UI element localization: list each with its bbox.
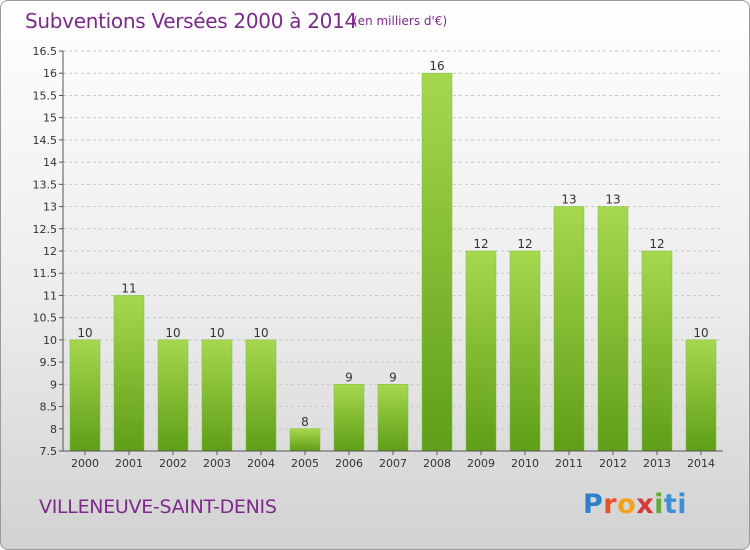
data-label: 10 xyxy=(77,326,92,340)
data-label: 8 xyxy=(301,415,309,429)
bar-2001 xyxy=(113,295,145,452)
data-label: 13 xyxy=(561,193,576,207)
x-tick-label: 2011 xyxy=(555,457,583,470)
x-tick-label: 2014 xyxy=(687,457,715,470)
y-tick-label: 12 xyxy=(43,245,57,258)
logo-letter: t xyxy=(663,489,678,520)
x-tick-label: 2002 xyxy=(159,457,187,470)
bar-2011 xyxy=(553,206,585,452)
bar-2014 xyxy=(685,339,717,452)
bar-2007 xyxy=(377,384,409,452)
y-tick-label: 11.5 xyxy=(33,267,58,280)
y-tick-label: 14 xyxy=(43,156,57,169)
commune-name: VILLENEUVE-SAINT-DENIS xyxy=(39,496,277,518)
y-tick-label: 10 xyxy=(43,334,57,347)
y-tick-label: 13 xyxy=(43,201,57,214)
bar-2006 xyxy=(333,384,365,452)
y-tick-label: 16.5 xyxy=(33,45,58,58)
data-label: 12 xyxy=(517,237,532,251)
data-label: 9 xyxy=(389,370,397,384)
chart-subtitle: (en milliers d'€) xyxy=(353,14,448,28)
logo-letter: o xyxy=(617,489,637,520)
x-tick-label: 2000 xyxy=(71,457,99,470)
data-label: 10 xyxy=(165,326,180,340)
x-tick-label: 2001 xyxy=(115,457,143,470)
logo-letter: i xyxy=(654,489,664,520)
x-tick-label: 2012 xyxy=(599,457,627,470)
bars xyxy=(69,72,717,452)
data-label: 10 xyxy=(693,326,708,340)
x-tick-label: 2013 xyxy=(643,457,671,470)
y-tick-label: 14.5 xyxy=(33,134,58,147)
bar-2013 xyxy=(641,250,673,452)
bar-2005 xyxy=(289,428,321,452)
x-tick-label: 2007 xyxy=(379,457,407,470)
bar-2002 xyxy=(157,339,189,452)
bar-2000 xyxy=(69,339,101,452)
y-tick-label: 15.5 xyxy=(33,89,58,102)
logo-letter: r xyxy=(603,489,618,520)
y-tick-label: 10.5 xyxy=(33,312,58,325)
y-tick-label: 9 xyxy=(50,378,57,391)
y-tick-label: 8.5 xyxy=(40,401,58,414)
y-tick-label: 15 xyxy=(43,112,57,125)
logo-letter: P xyxy=(583,489,604,520)
bar-2012 xyxy=(597,206,629,452)
data-label: 11 xyxy=(121,281,136,295)
proxiti-logo: Proxiti xyxy=(583,489,687,520)
x-tick-label: 2008 xyxy=(423,457,451,470)
bar-2003 xyxy=(201,339,233,452)
x-tick-label: 2005 xyxy=(291,457,319,470)
y-tick-label: 7.5 xyxy=(40,445,58,458)
y-tick-label: 16 xyxy=(43,67,57,80)
y-tick-label: 12.5 xyxy=(33,223,58,236)
x-tick-label: 2003 xyxy=(203,457,231,470)
data-label: 9 xyxy=(345,370,353,384)
y-tick-label: 8 xyxy=(50,423,57,436)
logo-letter: x xyxy=(636,489,655,520)
x-tick-label: 2009 xyxy=(467,457,495,470)
bar-2010 xyxy=(509,250,541,452)
y-tick-label: 9.5 xyxy=(40,356,58,369)
x-tick-label: 2006 xyxy=(335,457,363,470)
data-label: 10 xyxy=(209,326,224,340)
data-label: 12 xyxy=(649,237,664,251)
chart-title: Subventions Versées 2000 à 2014 xyxy=(25,9,357,33)
data-label: 16 xyxy=(429,59,444,73)
bar-2009 xyxy=(465,250,497,452)
data-label: 13 xyxy=(605,193,620,207)
y-tick-label: 13.5 xyxy=(33,178,58,191)
bar-2008 xyxy=(421,72,453,452)
x-tick-label: 2010 xyxy=(511,457,539,470)
logo-letter: i xyxy=(677,489,688,520)
data-label: 12 xyxy=(473,237,488,251)
data-label: 10 xyxy=(253,326,268,340)
axes xyxy=(59,50,723,455)
labels: 7.5 8 8.5 9 9.5 10 10.5 11 11.5 12 12.5 13 13.5 14 14.… xyxy=(33,45,716,470)
x-tick-label: 2004 xyxy=(247,457,275,470)
y-tick-label: 11 xyxy=(43,289,57,302)
bar-2004 xyxy=(245,339,277,452)
